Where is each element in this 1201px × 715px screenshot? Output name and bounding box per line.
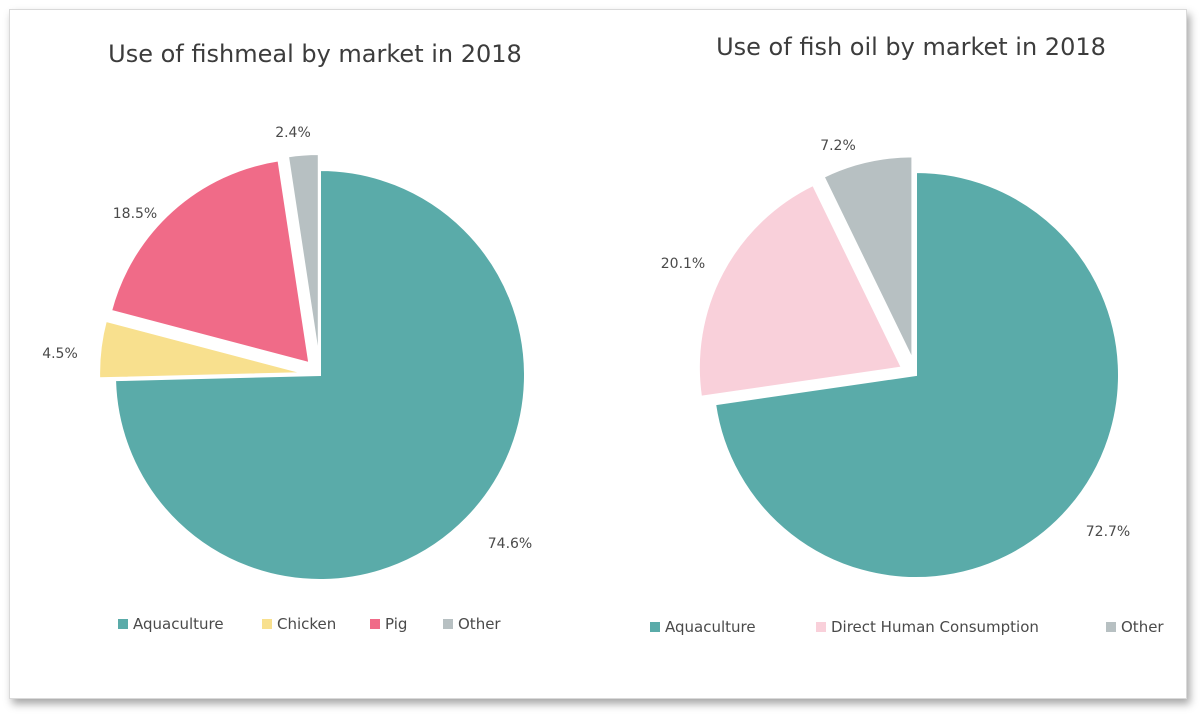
- fish-oil-direct-human-consumption-pct: 20.1%: [661, 256, 705, 272]
- fish-oil-pie-slices: [697, 155, 1120, 579]
- legend-swatch-chicken: [262, 619, 272, 629]
- legend-label-other: Other: [458, 615, 501, 633]
- pie-slice-pig: [109, 159, 311, 365]
- legend-label-pig: Pig: [385, 615, 407, 633]
- fish-oil-pie-chart: Use of fish oil by market in 2018 72.7% …: [650, 33, 1164, 636]
- pie-slice-other: [286, 153, 320, 360]
- legend-label-aquaculture: Aquaculture: [133, 615, 224, 633]
- legend-swatch-aquaculture: [118, 619, 128, 629]
- fishmeal-pie-slices: [98, 153, 526, 581]
- fishmeal-pig-pct: 18.5%: [113, 206, 157, 222]
- pie-slice-aquaculture: [114, 168, 526, 581]
- fishmeal-legend: Aquaculture Chicken Pig Other: [118, 615, 501, 633]
- legend-swatch-other: [443, 619, 453, 629]
- pie-slice-chicken: [98, 319, 305, 380]
- pie-slice-other: [822, 155, 914, 360]
- legend-swatch-aquaculture: [650, 622, 660, 632]
- legend-label-other: Other: [1121, 618, 1164, 636]
- fish-oil-legend: Aquaculture Direct Human Consumption Oth…: [650, 618, 1164, 636]
- fishmeal-pie-chart: Use of fishmeal by market in 2018 74.6% …: [42, 40, 532, 633]
- fish-oil-chart-title: Use of fish oil by market in 2018: [716, 33, 1106, 61]
- fishmeal-chart-title: Use of fishmeal by market in 2018: [108, 40, 522, 68]
- legend-label-direct-human-consumption: Direct Human Consumption: [831, 618, 1039, 636]
- legend-swatch-direct-human-consumption: [816, 622, 826, 632]
- legend-swatch-pig: [370, 619, 380, 629]
- fish-oil-other-pct: 7.2%: [820, 138, 856, 154]
- legend-label-chicken: Chicken: [277, 615, 336, 633]
- fishmeal-aquaculture-pct: 74.6%: [488, 536, 532, 552]
- fishmeal-pie-labels: 74.6% 4.5% 18.5% 2.4%: [42, 125, 532, 552]
- fish-oil-pie-labels: 72.7% 20.1% 7.2%: [661, 138, 1130, 540]
- fishmeal-chicken-pct: 4.5%: [42, 346, 78, 362]
- pie-slice-aquaculture: [713, 170, 1120, 579]
- fish-oil-aquaculture-pct: 72.7%: [1086, 524, 1130, 540]
- legend-swatch-other: [1106, 622, 1116, 632]
- legend-label-aquaculture: Aquaculture: [665, 618, 756, 636]
- fishmeal-other-pct: 2.4%: [275, 125, 311, 141]
- pie-slice-direct-human-consumption: [697, 183, 904, 398]
